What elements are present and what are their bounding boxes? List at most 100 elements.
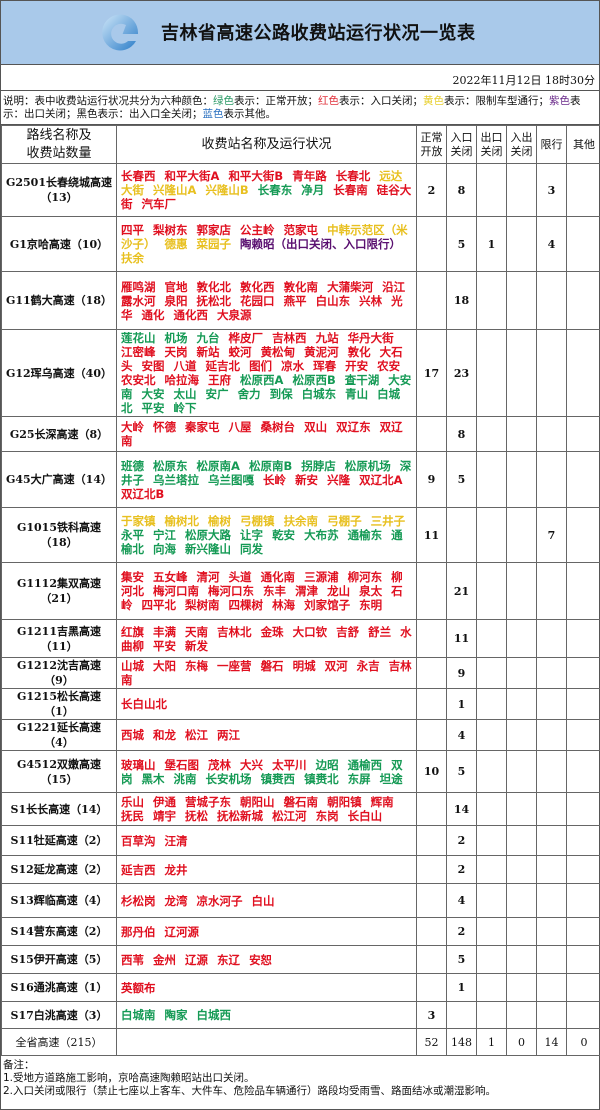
other-count [567, 164, 600, 217]
station-name: 弓棚镇 [240, 514, 275, 528]
station-name: 双山 [304, 420, 327, 434]
exit-closed-count [477, 689, 507, 720]
station-name: 五女峰 [153, 570, 188, 584]
station-name: 集安 [121, 570, 144, 584]
restricted-count: 3 [537, 164, 567, 217]
station-name: 通化 [142, 308, 165, 322]
station-name: 西苇 [121, 953, 144, 967]
other-count [567, 217, 600, 272]
page-title: 吉林省高速公路收费站运行状况一览表 [161, 19, 476, 45]
restricted-count [537, 826, 567, 856]
station-name: 露水河 [121, 294, 156, 308]
other-count [567, 918, 600, 946]
route-name: G2501长春绕城高速（13） [2, 164, 117, 217]
restricted-header: 限行 [537, 126, 567, 164]
normal-open-count [417, 272, 447, 330]
station-name: 四平北 [142, 598, 177, 612]
normal-open-count [417, 946, 447, 974]
entry-closed-count: 5 [447, 946, 477, 974]
restricted-count [537, 946, 567, 974]
exit-closed-count [477, 658, 507, 689]
restricted-count [537, 918, 567, 946]
station-name: 泉太 [359, 584, 382, 598]
remarks: 备注： 1.受地方道路施工影响，京哈高速陶赖昭站出口关闭。 2.入口关闭或限行（… [1, 1056, 599, 1109]
table-row: S13辉临高速（4）杉松岗 龙湾 凉水河子 白山 4 [2, 884, 600, 918]
station-name: 白城西 [197, 1008, 232, 1022]
table-row: S15伊开高速（5）西苇 金州 辽源 东辽 安恕 5 [2, 946, 600, 974]
station-name: 扶余南 [284, 514, 319, 528]
station-list: 大岭 怀德 秦家屯 八屋 桑树台 双山 双辽东 双辽南 [117, 417, 417, 452]
exit-closed-count [477, 751, 507, 793]
station-name: 松原机场 [345, 459, 391, 473]
station-name: 天南 [185, 625, 208, 639]
station-name: 拐脖店 [301, 459, 336, 473]
station-name: 大口钦 [293, 625, 328, 639]
station-name: 松江 [185, 728, 208, 742]
station-name: 汽车厂 [142, 197, 177, 211]
both-closed-count [507, 946, 537, 974]
normal-open-count [417, 563, 447, 620]
station-name: 安广 [206, 387, 229, 401]
station-name: 岭下 [174, 401, 197, 415]
station-name: 三井子 [371, 514, 406, 528]
station-name: 龙井 [165, 863, 188, 877]
station-name: 松原西B [292, 373, 335, 387]
remarks-title: 备注： [3, 1059, 597, 1072]
station-name: 两江 [217, 728, 240, 742]
exit-closed-count [477, 793, 507, 826]
station-name: 新发 [185, 639, 208, 653]
table-row: S16通洮高速（1）英额布 1 [2, 974, 600, 1002]
station-name: 永吉 [357, 659, 380, 673]
other-count: 0 [567, 1029, 600, 1056]
station-name: 洮南 [174, 772, 197, 786]
station-name: 抚民 [121, 809, 144, 823]
station-name: 长白山 [348, 809, 383, 823]
station-name: 郭家店 [197, 223, 232, 237]
remark-line-1: 1.受地方道路施工影响，京哈高速陶赖昭站出口关闭。 [3, 1072, 597, 1085]
table-row: G1015铁科高速（18）于家镇 榆树北 榆树 弓棚镇 扶余南 弓棚子 三井子 … [2, 508, 600, 563]
normal-open-count [417, 826, 447, 856]
stations-header: 收费站名称及运行状况 [117, 126, 417, 164]
station-name: 百草沟 [121, 834, 156, 848]
route-name: S16通洮高速（1） [2, 974, 117, 1002]
entry-closed-count: 5 [447, 751, 477, 793]
entry-closed-count: 9 [447, 658, 477, 689]
toll-station-table: 路线名称及 收费站数量收费站名称及运行状况正常 开放入口 关闭出口 关闭入出 关… [1, 125, 600, 1056]
both-closed-count [507, 1002, 537, 1029]
station-name: 平安 [153, 639, 176, 653]
station-list: 长白山北 [117, 689, 417, 720]
station-name: 榆树北 [165, 514, 200, 528]
station-name: 机场 [165, 331, 188, 345]
station-name: 长春西 [121, 169, 156, 183]
exit-closed-count [477, 330, 507, 417]
station-name: 新站 [197, 345, 220, 359]
restricted-count [537, 620, 567, 658]
route-name: S12延龙高速（2） [2, 856, 117, 884]
remark-line-2: 2.入口关闭或限行（禁止七座以上客车、大件车、危险品车辆通行）路段均受雨雪、路面… [3, 1085, 597, 1098]
station-name: 兴隆山A [153, 183, 196, 197]
table-row: G45大广高速（14）班德 松原东 松原南A 松原南B 拐脖店 松原机场 深井子… [2, 452, 600, 508]
other-count [567, 508, 600, 563]
station-name: 西城 [121, 728, 144, 742]
station-name: 花园口 [240, 294, 275, 308]
route-name: S1长长高速（14） [2, 793, 117, 826]
entry-closed-count: 18 [447, 272, 477, 330]
exit-closed-count [477, 417, 507, 452]
station-name: 吉舒 [336, 625, 359, 639]
both-closed-count [507, 884, 537, 918]
station-name: 汪清 [165, 834, 188, 848]
legend-text: 表示：出入口全关闭； [98, 108, 203, 120]
normal-open-count [417, 974, 447, 1002]
station-name: 松原西A [240, 373, 283, 387]
restricted-count [537, 793, 567, 826]
other-count [567, 658, 600, 689]
other-count [567, 620, 600, 658]
station-name: 通化西 [174, 308, 209, 322]
station-name: 延吉西 [121, 863, 156, 877]
restricted-count [537, 272, 567, 330]
table-row: G1112集双高速（21）集安 五女峰 清河 头道 通化南 三源浦 柳河东 柳河… [2, 563, 600, 620]
station-name: 三源浦 [304, 570, 339, 584]
route-name: S13辉临高速（4） [2, 884, 117, 918]
station-name: 官地 [165, 280, 188, 294]
other-count [567, 563, 600, 620]
